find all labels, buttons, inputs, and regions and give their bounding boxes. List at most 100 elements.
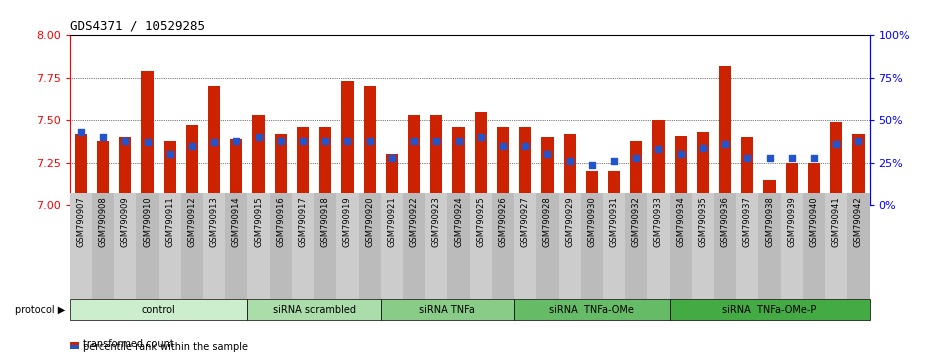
- Bar: [514, 193, 537, 299]
- Text: GSM790940: GSM790940: [809, 196, 818, 247]
- Bar: [337, 193, 359, 299]
- Bar: [274, 134, 287, 205]
- Bar: [314, 193, 337, 299]
- Text: GSM790912: GSM790912: [188, 196, 196, 247]
- Bar: [364, 86, 376, 205]
- Bar: [297, 127, 309, 205]
- Bar: [603, 193, 625, 299]
- Point: [629, 155, 644, 161]
- Bar: [141, 71, 153, 205]
- Point: [296, 138, 311, 144]
- Bar: [92, 193, 114, 299]
- Bar: [497, 127, 509, 205]
- Point: [340, 138, 355, 144]
- Text: GSM790925: GSM790925: [476, 196, 485, 247]
- Bar: [559, 193, 580, 299]
- Bar: [208, 86, 220, 205]
- Bar: [697, 132, 709, 205]
- Text: GSM790923: GSM790923: [432, 196, 441, 247]
- Bar: [97, 141, 109, 205]
- Point: [806, 155, 821, 161]
- Text: GSM790909: GSM790909: [121, 196, 130, 247]
- Point: [496, 143, 511, 149]
- Bar: [830, 122, 843, 205]
- Bar: [292, 193, 314, 299]
- Bar: [608, 171, 620, 205]
- Text: GSM790938: GSM790938: [765, 196, 774, 247]
- Bar: [403, 193, 425, 299]
- Bar: [737, 193, 759, 299]
- Bar: [319, 127, 331, 205]
- Bar: [714, 193, 737, 299]
- Bar: [447, 193, 470, 299]
- Bar: [380, 193, 403, 299]
- Text: siRNA  TNFa-OMe-P: siRNA TNFa-OMe-P: [723, 305, 817, 315]
- Bar: [652, 120, 665, 205]
- Point: [740, 155, 755, 161]
- FancyBboxPatch shape: [70, 299, 247, 320]
- Bar: [580, 193, 603, 299]
- Bar: [674, 136, 687, 205]
- Point: [829, 141, 844, 147]
- Point: [540, 152, 555, 157]
- Bar: [186, 125, 198, 205]
- Bar: [537, 193, 559, 299]
- Bar: [564, 134, 576, 205]
- Text: siRNA  TNFa-OMe: siRNA TNFa-OMe: [550, 305, 634, 315]
- Bar: [670, 193, 692, 299]
- Bar: [137, 193, 159, 299]
- Bar: [203, 193, 225, 299]
- Point: [606, 158, 621, 164]
- FancyBboxPatch shape: [380, 299, 514, 320]
- Point: [851, 138, 866, 144]
- Bar: [70, 345, 79, 349]
- Bar: [586, 171, 598, 205]
- Bar: [70, 342, 79, 346]
- Bar: [808, 163, 820, 205]
- Point: [406, 138, 421, 144]
- Text: siRNA scrambled: siRNA scrambled: [272, 305, 355, 315]
- Text: GSM790916: GSM790916: [276, 196, 286, 247]
- Bar: [541, 137, 553, 205]
- Bar: [847, 193, 870, 299]
- Point: [451, 138, 466, 144]
- Text: GSM790929: GSM790929: [565, 196, 574, 247]
- Text: GSM790911: GSM790911: [166, 196, 174, 247]
- Text: GSM790937: GSM790937: [743, 196, 751, 247]
- Point: [363, 138, 378, 144]
- Point: [73, 130, 88, 135]
- Bar: [231, 139, 243, 205]
- Bar: [114, 193, 137, 299]
- Text: GSM790936: GSM790936: [721, 196, 730, 247]
- Point: [784, 155, 799, 161]
- Bar: [780, 193, 803, 299]
- Bar: [180, 193, 203, 299]
- Bar: [252, 115, 265, 205]
- Text: GSM790914: GSM790914: [232, 196, 241, 247]
- Text: percentile rank within the sample: percentile rank within the sample: [83, 342, 247, 352]
- Text: GSM790924: GSM790924: [454, 196, 463, 247]
- Point: [184, 143, 199, 149]
- Bar: [164, 141, 176, 205]
- Text: GSM790922: GSM790922: [409, 196, 418, 247]
- Bar: [492, 193, 514, 299]
- Point: [229, 138, 244, 144]
- Point: [251, 135, 266, 140]
- Bar: [719, 66, 731, 205]
- Text: GSM790913: GSM790913: [209, 196, 219, 247]
- Point: [673, 152, 688, 157]
- Point: [118, 138, 133, 144]
- Point: [473, 135, 488, 140]
- Point: [651, 147, 666, 152]
- Point: [318, 138, 333, 144]
- Text: GSM790910: GSM790910: [143, 196, 152, 247]
- Bar: [519, 127, 531, 205]
- Text: transformed count: transformed count: [83, 339, 173, 349]
- Bar: [70, 193, 92, 299]
- Text: GSM790931: GSM790931: [609, 196, 618, 247]
- Bar: [625, 193, 647, 299]
- Bar: [759, 193, 780, 299]
- Bar: [431, 115, 443, 205]
- Text: GSM790942: GSM790942: [854, 196, 863, 247]
- Text: GSM790935: GSM790935: [698, 196, 708, 247]
